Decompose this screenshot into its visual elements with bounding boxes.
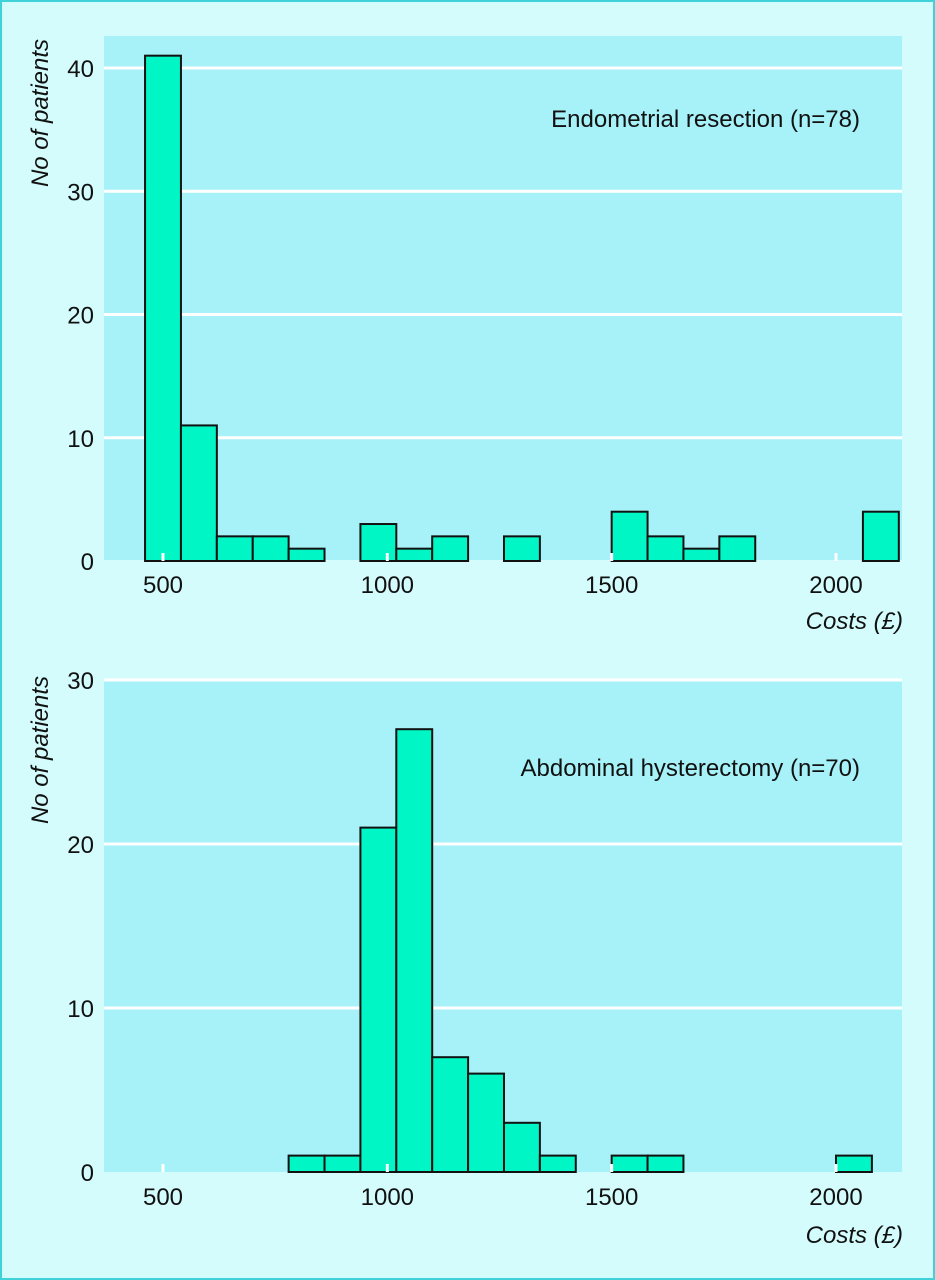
histogram-bar (431, 535, 470, 562)
histogram-bar (251, 535, 290, 562)
histogram-bar (502, 535, 541, 562)
histogram-bar (395, 728, 434, 1173)
plot-area (104, 36, 902, 560)
histogram-bar (835, 1154, 873, 1173)
series-annotation: Abdominal hysterectomy (n=70) (521, 755, 861, 782)
histogram-bar (682, 547, 721, 562)
x-tick-label: 1500 (585, 572, 638, 599)
y-tick-labels: 0 10 20 30 40 (67, 56, 94, 576)
histogram-bar (610, 1154, 649, 1173)
x-tick-label: 500 (143, 572, 183, 599)
histogram-bar (179, 424, 218, 562)
x-tick-label: 1000 (361, 1184, 414, 1211)
gridlines (104, 66, 902, 440)
panel-endometrial-resection: 0 10 20 30 40 500 1000 1500 2000 No of patients… (27, 36, 903, 635)
y-tick-label: 20 (67, 303, 94, 330)
histogram-bar (646, 1154, 685, 1173)
x-tick-labels: 500 1000 1500 2000 (143, 1164, 863, 1211)
panel-abdominal-hysterectomy: 0 10 20 30 500 1000 1500 2000 No of patients C… (27, 668, 903, 1249)
histogram-bar (467, 1072, 505, 1173)
histogram-bar (646, 535, 685, 562)
histogram-bar (287, 1154, 326, 1173)
y-tick-labels: 0 10 20 30 (67, 668, 94, 1187)
histogram-bar (287, 547, 326, 562)
histogram-bar (610, 510, 649, 563)
y-axis-label: No of patients (27, 676, 54, 824)
histogram-bar (323, 1154, 362, 1173)
x-axis-label: Costs (£) (806, 608, 903, 635)
y-tick-label: 10 (67, 426, 94, 453)
histogram-bar (502, 1121, 541, 1174)
x-tick-label: 2000 (809, 572, 862, 599)
histogram-bar (215, 535, 254, 562)
histogram-bar (538, 1154, 577, 1173)
x-tick-label: 1500 (585, 1184, 638, 1211)
x-tick-labels: 500 1000 1500 2000 (143, 553, 863, 599)
y-tick-label: 30 (67, 179, 94, 206)
histogram-bar (359, 826, 398, 1173)
y-tick-label: 0 (81, 549, 94, 576)
histogram-bar (861, 510, 900, 563)
histogram-bar (359, 523, 398, 563)
x-tick-label: 500 (143, 1184, 183, 1211)
x-tick-label: 1000 (361, 572, 414, 599)
y-tick-label: 20 (67, 832, 94, 859)
y-axis-label: No of patients (27, 39, 54, 187)
bars (287, 728, 873, 1174)
x-tick-label: 2000 (809, 1184, 862, 1211)
y-tick-label: 0 (81, 1160, 94, 1187)
gridlines (104, 678, 902, 1010)
series-annotation: Endometrial resection (n=78) (551, 106, 860, 133)
histogram-bar (431, 1056, 470, 1173)
y-tick-label: 30 (67, 668, 94, 695)
histogram-bar (395, 547, 434, 562)
x-axis-label: Costs (£) (806, 1222, 903, 1249)
y-tick-label: 40 (67, 56, 94, 83)
y-tick-label: 10 (67, 996, 94, 1023)
histogram-bar (144, 54, 182, 563)
histogram-bar (718, 535, 757, 562)
